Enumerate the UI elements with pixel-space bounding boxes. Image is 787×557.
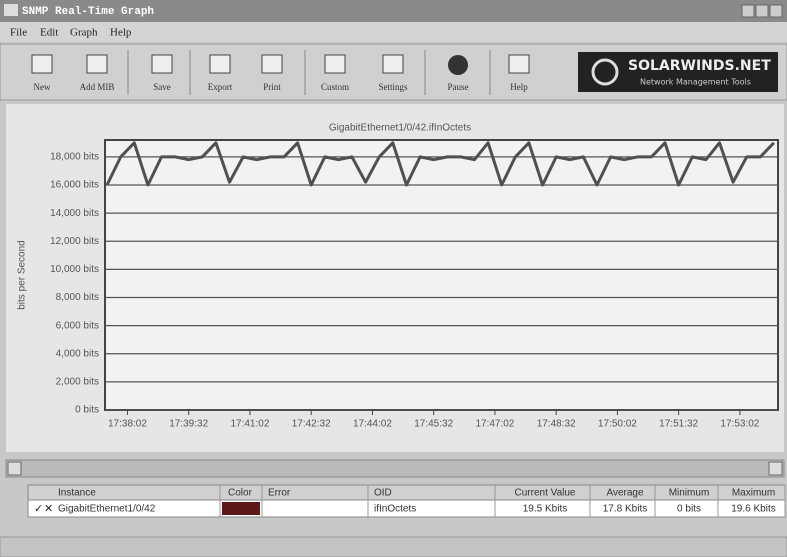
chart-title: GigabitEthernet1/0/42.ifInOctets [329,123,471,134]
pause-icon [448,55,468,75]
scrollbar[interactable] [6,460,784,477]
tool-icon [509,55,529,73]
column-header: Maximum [732,488,775,499]
menu-item[interactable]: Edit [40,27,58,39]
column-header: Current Value [515,488,576,499]
y-tick-label: 4,000 bits [56,348,99,359]
toolbar-button[interactable]: Pause [448,82,469,92]
table-cell: 17.8 Kbits [603,504,647,515]
y-axis-label: bits per Second [17,240,28,310]
scroll-right[interactable] [769,462,782,475]
check-icon[interactable]: ✓ [34,502,43,515]
toolbar-button[interactable]: Settings [378,82,408,92]
y-tick-label: 16,000 bits [50,180,99,191]
table-cell: 19.6 Kbits [731,504,775,515]
color-swatch [222,502,260,515]
table-cell: ifInOctets [374,504,416,515]
y-tick-label: 2,000 bits [56,377,99,388]
x-tick-label: 17:39:32 [169,419,208,430]
y-tick-label: 8,000 bits [56,292,99,303]
x-tick-label: 17:41:02 [230,419,269,430]
maximize-button[interactable] [756,5,768,17]
tool-icon [152,55,172,73]
column-header: Instance [58,488,96,499]
y-tick-label: 10,000 bits [50,264,99,275]
column-header: Color [228,488,253,499]
tool-icon [32,55,52,73]
window-title: SNMP Real-Time Graph [22,6,154,18]
x-tick-label: 17:51:32 [659,419,698,430]
close-button[interactable] [770,5,782,17]
x-tick-label: 17:48:32 [537,419,576,430]
x-tick-label: 17:44:02 [353,419,392,430]
column-header: Average [606,488,644,499]
status-bar [0,537,787,557]
logo-text: SOLARWINDS.NET [628,58,771,74]
toolbar-button[interactable]: Add MIB [80,82,115,92]
x-tick-label: 17:38:02 [108,419,147,430]
y-tick-label: 18,000 bits [50,152,99,163]
y-tick-label: 6,000 bits [56,320,99,331]
tool-icon [87,55,107,73]
table-cell: GigabitEthernet1/0/42 [58,504,156,515]
scroll-left[interactable] [8,462,21,475]
x-tick-label: 17:50:02 [598,419,637,430]
menu-item[interactable]: File [10,27,27,39]
column-header: Error [268,488,291,499]
menu-item[interactable]: Graph [70,27,98,39]
y-tick-label: 0 bits [75,405,99,416]
app-icon [4,4,18,16]
tool-icon [262,55,282,73]
minimize-button[interactable] [742,5,754,17]
y-tick-label: 14,000 bits [50,208,99,219]
toolbar-button[interactable]: Custom [321,82,349,92]
tool-icon [210,55,230,73]
x-tick-label: 17:42:32 [292,419,331,430]
table-cell: 19.5 Kbits [523,504,567,515]
tool-icon [325,55,345,73]
column-header: OID [374,488,392,499]
toolbar-button[interactable]: Print [263,82,281,92]
x-tick-label: 17:53:02 [720,419,759,430]
toolbar-button[interactable]: Save [153,82,171,92]
toolbar-button[interactable]: Export [208,82,233,92]
menu-item[interactable]: Help [110,27,132,39]
x-tick-label: 17:47:02 [475,419,514,430]
toolbar-button[interactable]: New [34,82,51,92]
table-cell: 0 bits [677,504,701,515]
remove-icon[interactable]: ✕ [44,502,53,515]
logo-subtitle: Network Management Tools [640,78,751,87]
tool-icon [383,55,403,73]
toolbar-button[interactable]: Help [510,82,528,92]
y-tick-label: 12,000 bits [50,236,99,247]
x-tick-label: 17:45:32 [414,419,453,430]
app-window: SNMP Real-Time Graph File Edit Graph Hel… [0,0,787,557]
column-header: Minimum [669,488,710,499]
